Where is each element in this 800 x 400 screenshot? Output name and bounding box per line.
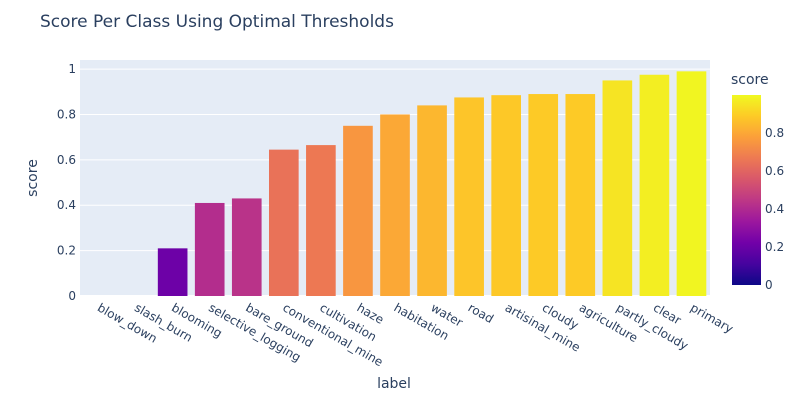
colorbar-tick-label: 0.2 <box>765 240 784 254</box>
x-tick-label: road <box>466 300 496 326</box>
bar[interactable] <box>491 95 521 296</box>
y-tick-label: 0.8 <box>57 107 76 121</box>
bar[interactable] <box>157 248 188 296</box>
colorbar <box>732 95 761 285</box>
colorbar-tick-label: 0.6 <box>765 164 784 178</box>
bar[interactable] <box>602 80 633 296</box>
colorbar-tick-label: 0 <box>765 278 773 292</box>
colorbar-tick-label: 0.8 <box>765 126 784 140</box>
x-axis-label: label <box>377 376 411 392</box>
bar[interactable] <box>343 125 373 296</box>
bar[interactable] <box>565 94 596 297</box>
y-tick-label: 0.6 <box>57 153 76 167</box>
bar[interactable] <box>528 94 559 297</box>
colorbar-title: score <box>731 72 769 88</box>
y-tick-label: 0 <box>68 289 76 303</box>
y-axis-ticks: 0 0.2 0.4 0.6 0.8 1 <box>57 62 76 303</box>
y-tick-label: 0.4 <box>57 198 76 212</box>
bar[interactable] <box>194 202 225 296</box>
bars <box>157 71 707 297</box>
x-tick-label: primary <box>688 300 736 336</box>
y-axis-label: score <box>25 159 41 197</box>
bar[interactable] <box>676 71 707 296</box>
chart-title: Score Per Class Using Optimal Thresholds <box>40 12 394 32</box>
colorbar-tick-label: 0.4 <box>765 202 784 216</box>
bar[interactable] <box>306 145 336 296</box>
bar[interactable] <box>269 149 299 296</box>
bar[interactable] <box>380 114 410 296</box>
colorbar-ticks: 0 0.2 0.4 0.6 0.8 <box>765 126 784 292</box>
x-axis-ticks: blow_downslash_burnbloomingselective_log… <box>95 300 736 369</box>
y-tick-label: 1 <box>68 62 76 76</box>
bar[interactable] <box>639 74 670 296</box>
y-tick-label: 0.2 <box>57 244 76 258</box>
bar[interactable] <box>417 105 447 296</box>
bar[interactable] <box>454 97 484 296</box>
bar[interactable] <box>231 198 262 296</box>
